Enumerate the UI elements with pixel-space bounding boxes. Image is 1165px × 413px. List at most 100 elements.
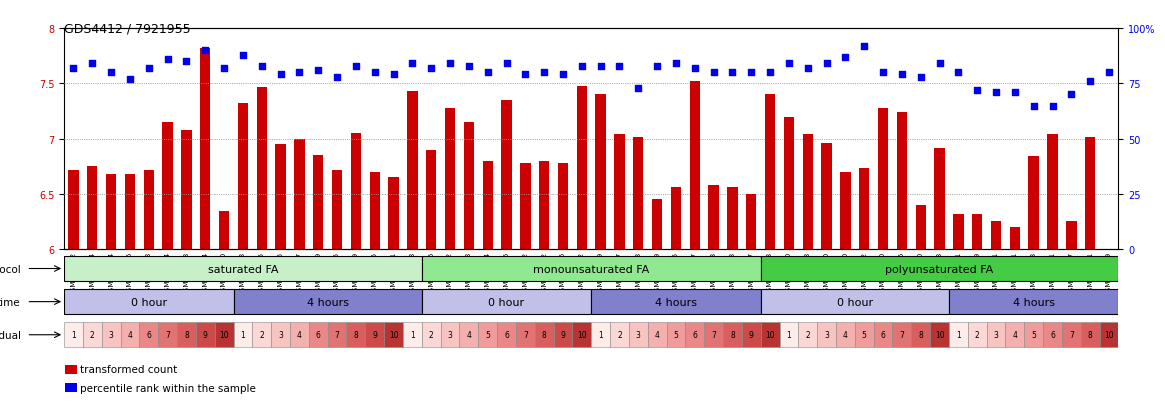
Point (648, 63, 666, 70)
Bar (422, 256, 761, 282)
Bar (949, 322, 968, 348)
Bar (219, 211, 230, 250)
Bar (803, 135, 813, 250)
Bar (972, 214, 982, 250)
Text: 8: 8 (184, 330, 189, 339)
Text: 10: 10 (219, 330, 228, 339)
Text: 7: 7 (165, 330, 170, 339)
Text: 1: 1 (410, 330, 415, 339)
Point (403, 61, 422, 68)
Text: 6: 6 (1050, 330, 1055, 339)
Text: 8: 8 (542, 330, 546, 339)
Text: 5: 5 (862, 330, 867, 339)
Bar (704, 322, 723, 348)
Point (930, 61, 948, 68)
Bar (182, 131, 191, 250)
Bar (836, 322, 855, 348)
Text: percentile rank within the sample: percentile rank within the sample (80, 383, 256, 393)
Bar (440, 322, 459, 348)
Bar (614, 135, 624, 250)
Point (440, 61, 459, 68)
Bar (238, 104, 248, 250)
Point (610, 63, 629, 70)
Text: 4: 4 (655, 330, 659, 339)
Bar (934, 148, 945, 250)
Bar (648, 322, 666, 348)
Bar (1066, 221, 1076, 250)
Bar (690, 82, 700, 250)
Text: 7: 7 (1069, 330, 1074, 339)
Text: 7: 7 (711, 330, 716, 339)
Point (309, 68, 327, 74)
Bar (1024, 322, 1043, 348)
Bar (821, 144, 832, 250)
Text: 8: 8 (1088, 330, 1093, 339)
Bar (761, 256, 1118, 282)
Bar (1085, 137, 1095, 250)
Point (685, 65, 704, 72)
Point (818, 61, 836, 68)
Text: 9: 9 (373, 330, 377, 339)
Text: 2: 2 (429, 330, 433, 339)
Bar (464, 123, 474, 250)
Bar (968, 322, 987, 348)
Point (968, 88, 987, 94)
Bar (723, 322, 742, 348)
Point (121, 76, 140, 83)
Text: 1: 1 (956, 330, 961, 339)
Bar (422, 322, 440, 348)
Point (158, 57, 177, 63)
Point (1024, 103, 1043, 109)
Point (83, 61, 101, 68)
Bar (256, 88, 267, 250)
Bar (1062, 322, 1081, 348)
Text: monounsaturated FA: monounsaturated FA (534, 264, 649, 274)
Point (666, 61, 685, 68)
Text: 10: 10 (934, 330, 945, 339)
Bar (1047, 135, 1058, 250)
Bar (275, 145, 285, 250)
Bar (309, 322, 327, 348)
Text: protocol: protocol (0, 264, 21, 274)
Bar (577, 86, 587, 250)
Text: 2: 2 (90, 330, 94, 339)
Bar (520, 164, 530, 250)
Bar (1005, 322, 1024, 348)
Bar (64, 289, 233, 315)
Bar (930, 322, 949, 348)
Point (779, 61, 798, 68)
Bar (874, 322, 892, 348)
Bar (572, 322, 591, 348)
Bar (388, 178, 398, 250)
Bar (1010, 228, 1021, 250)
Text: 8: 8 (918, 330, 923, 339)
Bar (445, 109, 456, 250)
Text: 0 hour: 0 hour (488, 297, 524, 307)
Bar (855, 322, 874, 348)
Point (798, 65, 817, 72)
Bar (64, 322, 83, 348)
Bar (765, 95, 775, 250)
Bar (761, 322, 779, 348)
Point (1005, 90, 1024, 96)
Point (516, 72, 535, 78)
Bar (798, 322, 817, 348)
Point (836, 55, 855, 61)
Bar (87, 167, 98, 250)
Text: 4: 4 (466, 330, 472, 339)
Point (949, 70, 968, 76)
Bar (290, 322, 309, 348)
Bar (459, 322, 479, 348)
Text: transformed count: transformed count (80, 364, 177, 374)
Point (64, 65, 83, 72)
Point (290, 70, 309, 76)
Point (742, 70, 761, 76)
Text: 10: 10 (389, 330, 398, 339)
Text: 2: 2 (805, 330, 810, 339)
Bar (83, 322, 101, 348)
Point (987, 90, 1005, 96)
Point (572, 63, 591, 70)
Bar (708, 186, 719, 250)
Bar (761, 289, 949, 315)
Text: 1: 1 (599, 330, 603, 339)
